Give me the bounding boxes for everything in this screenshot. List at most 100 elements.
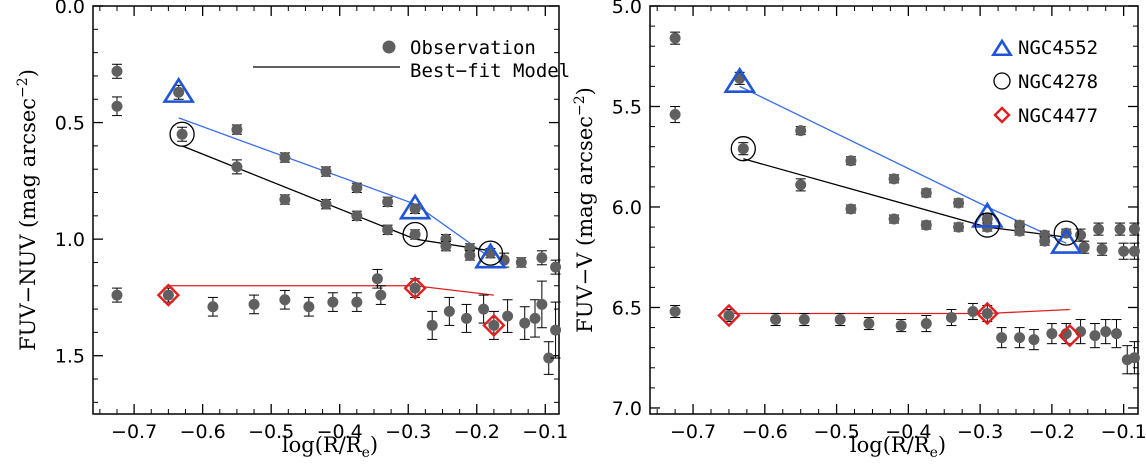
observation-point — [1046, 328, 1058, 340]
observation-point — [1128, 352, 1140, 364]
observation-point — [1128, 223, 1140, 235]
observation-point — [845, 203, 857, 215]
model-marker-circle — [402, 221, 428, 248]
observation-point — [502, 310, 514, 322]
observation-point — [1089, 330, 1101, 342]
observation-point — [488, 319, 500, 331]
observation-point — [351, 210, 363, 222]
legend-observation-label: Observation — [410, 37, 536, 59]
model-line-diamond — [168, 285, 494, 296]
observation-point — [279, 294, 291, 306]
y-axis-title: FUV−V (mag arcsec−2) — [572, 87, 597, 333]
y-axis-title-sup: −2 — [15, 77, 31, 98]
y-tick-label: 7.0 — [612, 398, 642, 420]
legend-marker-diamond — [993, 106, 1011, 124]
observation-point — [1014, 332, 1026, 344]
legend-label: NGC4477 — [1018, 105, 1098, 127]
model-marker-triangle — [1049, 227, 1083, 254]
observation-point — [231, 124, 243, 136]
legend-label: NGC4552 — [1018, 37, 1098, 59]
x-tick-label: −0.6 — [742, 421, 788, 443]
x-tick-label: −0.5 — [814, 421, 860, 443]
x-tick-label: −0.2 — [454, 421, 500, 443]
x-axis-title-main: log(R/R — [850, 433, 931, 457]
observation-point — [795, 125, 807, 137]
plot-frame — [649, 5, 1139, 415]
x-tick-label: −0.1 — [1101, 421, 1146, 443]
model-marker-circle — [1053, 220, 1079, 246]
x-axis-title-main: log(R/R — [282, 433, 363, 457]
observation-point — [798, 314, 810, 326]
observation-point — [162, 289, 174, 301]
model-marker-triangle — [723, 66, 757, 94]
plot-frame — [92, 5, 560, 415]
observation-point — [669, 109, 681, 121]
observation-point — [920, 187, 932, 199]
x-tick-label: −0.3 — [385, 421, 431, 443]
x-axis-title: log(R/Re) — [850, 433, 946, 461]
observation-point — [1014, 225, 1026, 237]
model-marker-diamond — [403, 276, 427, 300]
observation-point — [529, 312, 541, 324]
model-marker-circle — [169, 121, 195, 147]
observation-point — [443, 305, 455, 317]
observation-point — [795, 179, 807, 191]
observation-point — [845, 155, 857, 167]
observation-point — [1039, 235, 1051, 247]
observation-point — [920, 318, 932, 330]
observation-point — [426, 319, 438, 331]
observation-point — [981, 308, 993, 320]
legend-marker-triangle — [991, 38, 1013, 57]
legend-observation-marker — [382, 40, 396, 54]
y-tick-label: 5.5 — [612, 96, 642, 118]
left-panel-fuv-nuv: −0.7 −0.6 −0.5 −0.4 −0.3 −0.2 −0.1 0.0 0.5 1.0 1.5… — [15, 0, 570, 461]
model-marker-circle — [730, 136, 756, 162]
observation-point — [1078, 241, 1090, 253]
observation-point — [111, 289, 123, 301]
observation-point — [1128, 245, 1140, 257]
legend-model-label: Best−fit Model — [410, 60, 570, 82]
y-tick-label: 1.0 — [55, 229, 85, 251]
observation-point — [863, 318, 875, 330]
y-tick-label: 0.5 — [55, 113, 85, 135]
observation-point — [996, 332, 1008, 344]
observation-point — [207, 301, 219, 313]
observation-point — [945, 312, 957, 324]
model-marker-triangle — [398, 193, 432, 220]
observation-point — [723, 310, 735, 322]
model-line-diamond — [728, 308, 1070, 315]
y-axis-title-main: FUV−V (mag arcsec — [573, 116, 597, 333]
observation-point — [895, 320, 907, 332]
y-axis-title-tail: ) — [573, 87, 597, 95]
observation-point — [320, 198, 332, 210]
x-axis-title-tail: ) — [370, 433, 378, 457]
x-tick-label: −0.7 — [670, 421, 716, 443]
observation-point — [279, 152, 291, 164]
observation-point — [478, 303, 490, 315]
observation-point — [953, 221, 965, 233]
y-tick-label: 6.5 — [612, 297, 642, 319]
y-axis-title-tail: ) — [16, 69, 40, 77]
y-axis-title: FUV−NUV (mag arcsec−2) — [15, 69, 40, 351]
observation-point — [327, 296, 339, 308]
y-tick-label: 0.0 — [55, 0, 85, 18]
observation-point — [409, 282, 421, 294]
observation-point — [279, 194, 291, 206]
x-tick-label: −0.3 — [957, 421, 1003, 443]
observation-point — [351, 296, 363, 308]
observation-point — [888, 213, 900, 225]
observation-point — [409, 228, 421, 240]
observation-point — [409, 203, 421, 215]
x-tick-label: −0.2 — [1029, 421, 1075, 443]
observation-point — [248, 298, 260, 310]
observation-point — [176, 128, 188, 140]
observation-point — [519, 317, 531, 329]
observation-point — [111, 100, 123, 112]
observation-point — [550, 261, 562, 273]
model-marker-diamond — [717, 303, 741, 328]
model-marker-triangle — [474, 242, 507, 269]
x-tick-label: −0.4 — [885, 421, 931, 443]
x-axis-title-sub: e — [930, 445, 938, 461]
legend-label: NGC4278 — [1018, 71, 1098, 93]
